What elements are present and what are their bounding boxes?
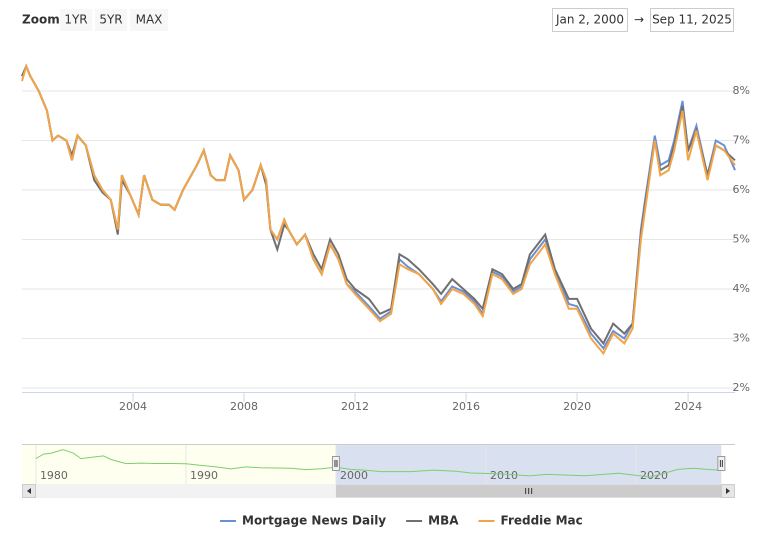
y-tick-label: 5%	[733, 233, 750, 246]
legend-label[interactable]: Freddie Mac	[501, 514, 583, 528]
x-tick-label: 2024	[674, 400, 702, 413]
zoom-button-label[interactable]: 1YR	[64, 13, 87, 27]
x-tick-label: 2016	[452, 400, 480, 413]
navigator-handle[interactable]	[331, 456, 340, 471]
legend-label[interactable]: MBA	[428, 514, 459, 528]
navigator-handle[interactable]	[717, 456, 726, 471]
series-line	[21, 63, 736, 356]
navigator-tick-label: 1980	[40, 469, 68, 482]
date-to-box[interactable]	[650, 8, 734, 32]
x-tick-label: 2020	[563, 400, 591, 413]
navigator-tick-label: 2000	[340, 469, 368, 482]
navigator-tick-label: 2020	[640, 469, 668, 482]
y-tick-label: 3%	[733, 332, 750, 345]
y-tick-label: 8%	[733, 84, 750, 97]
series-line	[21, 63, 736, 346]
zoom-label: Zoom	[22, 13, 60, 27]
zoom-button[interactable]	[130, 9, 168, 31]
navigator-line	[35, 449, 722, 478]
zoom-button-label[interactable]: 5YR	[99, 13, 122, 27]
x-tick-label: 2004	[119, 400, 147, 413]
date-from-box[interactable]	[552, 8, 628, 32]
y-tick-label: 7%	[733, 134, 750, 147]
arrow-left-icon	[27, 488, 31, 494]
y-tick-label: 2%	[733, 381, 750, 394]
navigator-tick-label: 1990	[190, 469, 218, 482]
zoom-button[interactable]	[95, 9, 127, 31]
date-from[interactable]: Jan 2, 2000	[555, 13, 624, 27]
date-to[interactable]: Sep 11, 2025	[652, 13, 732, 27]
y-tick-label: 4%	[733, 282, 750, 295]
navigator-tick-label: 2010	[490, 469, 518, 482]
x-tick-label: 2012	[341, 400, 369, 413]
navigator-selection[interactable]	[335, 444, 722, 484]
zoom-button[interactable]	[60, 9, 92, 31]
x-tick-label: 2008	[230, 400, 258, 413]
date-arrow: →	[634, 13, 644, 27]
y-tick-label: 6%	[733, 183, 750, 196]
legend-label[interactable]: Mortgage News Daily	[242, 514, 386, 528]
zoom-button-label[interactable]: MAX	[136, 13, 163, 27]
series-line	[21, 63, 736, 351]
arrow-right-icon	[726, 488, 730, 494]
